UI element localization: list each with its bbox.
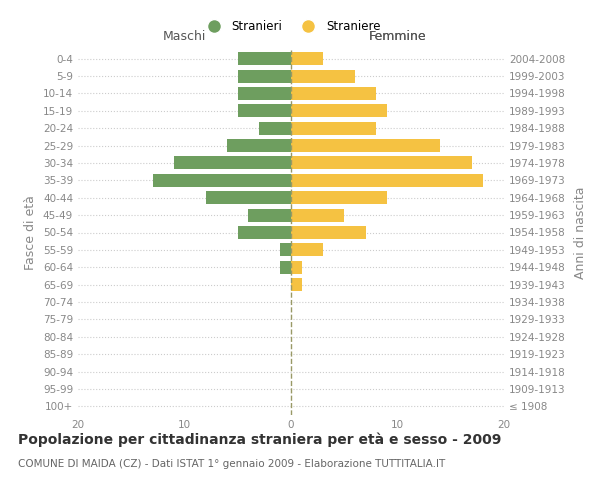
Legend: Stranieri, Straniere: Stranieri, Straniere xyxy=(197,16,385,38)
Bar xyxy=(238,52,291,65)
Bar xyxy=(291,244,323,256)
Bar xyxy=(291,139,440,152)
Bar xyxy=(291,278,302,291)
Bar xyxy=(291,208,344,222)
Bar xyxy=(291,87,376,100)
Bar xyxy=(291,104,387,118)
Y-axis label: Anni di nascita: Anni di nascita xyxy=(574,186,587,279)
Text: Maschi: Maschi xyxy=(163,30,206,43)
Bar xyxy=(280,244,291,256)
Bar xyxy=(206,191,291,204)
Bar xyxy=(152,174,291,187)
Bar xyxy=(291,191,387,204)
Bar xyxy=(238,87,291,100)
Bar xyxy=(259,122,291,134)
Bar xyxy=(174,156,291,170)
Bar xyxy=(238,70,291,82)
Bar xyxy=(291,226,365,239)
Bar xyxy=(238,226,291,239)
Bar xyxy=(291,70,355,82)
Bar xyxy=(291,52,323,65)
Text: Femmine: Femmine xyxy=(368,30,427,43)
Bar xyxy=(280,260,291,274)
Text: Popolazione per cittadinanza straniera per età e sesso - 2009: Popolazione per cittadinanza straniera p… xyxy=(18,432,502,447)
Y-axis label: Fasce di età: Fasce di età xyxy=(25,195,37,270)
Bar xyxy=(291,260,302,274)
Bar xyxy=(291,122,376,134)
Text: COMUNE DI MAIDA (CZ) - Dati ISTAT 1° gennaio 2009 - Elaborazione TUTTITALIA.IT: COMUNE DI MAIDA (CZ) - Dati ISTAT 1° gen… xyxy=(18,459,445,469)
Bar xyxy=(227,139,291,152)
Bar xyxy=(238,104,291,118)
Bar xyxy=(291,174,483,187)
Bar xyxy=(248,208,291,222)
Bar xyxy=(291,156,472,170)
Text: Femmine: Femmine xyxy=(368,30,427,43)
